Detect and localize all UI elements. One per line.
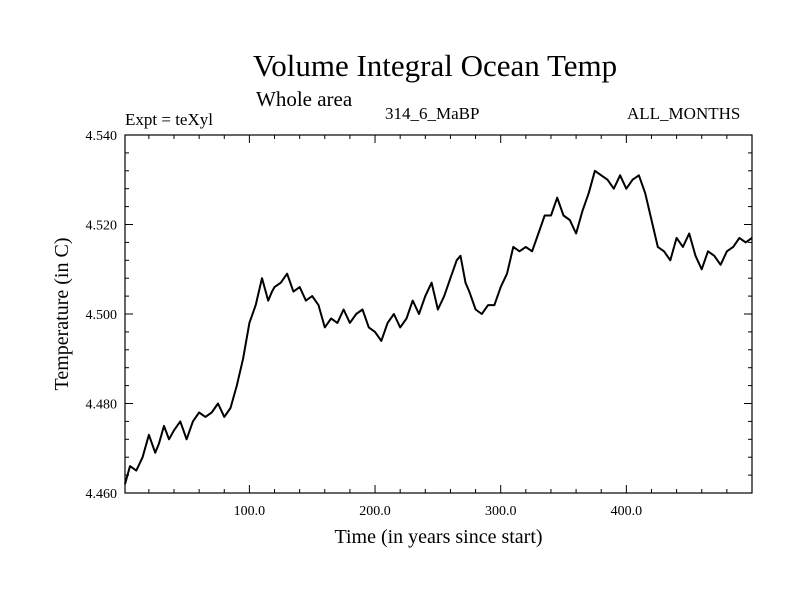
run-label: 314_6_MaBP xyxy=(385,104,480,123)
experiment-label: Expt = teXyl xyxy=(125,110,213,129)
x-tick-label: 200.0 xyxy=(359,504,391,519)
x-axis-label: Time (in years since start) xyxy=(334,526,543,548)
chart-subtitle: Whole area xyxy=(256,87,353,111)
plot-frame xyxy=(124,134,753,494)
y-tick-label: 4.460 xyxy=(86,487,118,502)
months-label: ALL_MONTHS xyxy=(627,104,741,123)
chart-title: Volume Integral Ocean Temp xyxy=(252,48,618,83)
y-tick-label: 4.520 xyxy=(86,219,118,234)
temperature-series-line xyxy=(124,169,753,485)
y-tick-label: 4.540 xyxy=(86,129,118,144)
y-tick-label: 4.500 xyxy=(86,308,118,323)
x-tick-label: 100.0 xyxy=(234,504,266,519)
y-tick-label: 4.480 xyxy=(86,398,118,413)
x-tick-label: 300.0 xyxy=(485,504,517,519)
x-tick-label: 400.0 xyxy=(611,504,643,519)
